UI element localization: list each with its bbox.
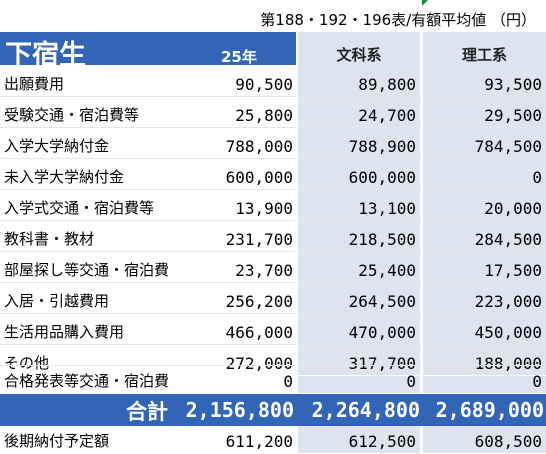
row-label: 部屋探し等交通・宿泊費 [4,261,170,279]
cell-col-2: 788,000 [225,137,293,156]
row-divider [0,96,546,97]
cell-col-4: 0 [532,372,542,391]
row-label: その他 [4,354,50,372]
row-label: 教科書・教材 [4,230,95,248]
cell-col-3: 25,400 [358,261,416,280]
row-divider [0,220,546,221]
cell-col-4: 0 [532,168,542,187]
table-row[interactable]: 入学大学納付金 788,000 788,900 784,500 [0,127,546,159]
table-row[interactable]: 入学式交通・宿泊費等 13,900 13,100 20,000 [0,189,546,221]
row-label: 未入学大学納付金 [4,168,125,186]
cell-col-3: 0 [406,372,416,391]
cell-col-2: 600,000 [225,168,293,187]
column-4-background [423,32,546,453]
cell-col-3: 788,900 [348,137,416,156]
total-col-2: 2,156,800 [185,398,294,422]
row-divider [0,344,546,345]
header-cell-title[interactable]: 下宿生 [0,32,172,71]
cell-col-3: 600,000 [348,168,416,187]
cell-col-3: 89,800 [358,75,416,94]
row-divider [0,251,546,252]
cell-col-3: 264,500 [348,292,416,311]
table-row[interactable]: 受験交通・宿泊費等 25,800 24,700 29,500 [0,96,546,128]
cell-col-4: 608,500 [474,432,542,451]
row-divider [0,189,546,190]
total-label: 合計 [126,400,168,424]
cell-col-2: 25,800 [235,106,293,125]
cell-col-4: 223,000 [474,292,542,311]
cell-col-2: 0 [283,372,293,391]
cell-col-4: 450,000 [474,323,542,342]
comment-indicator-icon[interactable] [422,0,428,6]
cell-col-2: 90,500 [235,75,293,94]
table-row[interactable]: その他 272,000 317,700 188,000 [0,344,546,376]
header-label-col-3: 文科系 [336,46,382,64]
table-caption-area: 第188・192・196表/有額平均値 （円） [0,0,546,32]
total-col-3: 2,264,800 [311,398,420,422]
column-divider [296,32,298,453]
cell-col-4: 784,500 [474,137,542,156]
cell-col-2: 256,200 [225,292,293,311]
cell-col-2: 466,000 [225,323,293,342]
cell-col-3: 317,700 [348,354,416,373]
row-label: 後期納付予定額 [4,432,110,450]
header-cell-col-2[interactable]: 25年 [172,32,296,66]
cell-col-2: 272,000 [225,354,293,373]
table-row[interactable]: 部屋探し等交通・宿泊費 23,700 25,400 17,500 [0,251,546,283]
row-divider [0,127,546,128]
row-label: 生活用品購入費用 [4,323,125,341]
cell-col-4: 93,500 [484,75,542,94]
table-row[interactable]: 入居・引越費用 256,200 264,500 223,000 [0,282,546,314]
header-cell-col-4[interactable]: 理工系 [423,32,546,65]
row-label: 入居・引越費用 [4,292,110,310]
total-col-4: 2,689,000 [435,398,544,422]
cell-col-3: 470,000 [348,323,416,342]
table-caption: 第188・192・196表/有額平均値 （円） [260,11,536,29]
header-label-col-4: 理工系 [461,46,507,64]
table-row[interactable]: 出願費用 90,500 89,800 93,500 [0,65,546,97]
column-3-background [298,32,420,453]
cell-col-4: 17,500 [484,261,542,280]
row-divider [0,158,546,159]
row-label: 受験交通・宿泊費等 [4,106,140,124]
row-label: 入学式交通・宿泊費等 [4,199,155,217]
cell-col-2: 23,700 [235,261,293,280]
table-row[interactable]: 後期納付予定額 611,200 612,500 608,500 [0,426,546,454]
cell-col-4: 20,000 [484,199,542,218]
row-divider [0,365,546,366]
cell-col-3: 24,700 [358,106,416,125]
row-label: 入学大学納付金 [4,137,110,155]
cell-col-2: 611,200 [225,432,293,451]
cell-col-2: 13,900 [235,199,293,218]
row-label: 出願費用 [4,75,65,93]
table-row[interactable]: 合格発表等交通・宿泊費 0 0 0 [0,363,546,394]
table-title: 下宿生 [5,40,86,71]
table-row[interactable]: 教科書・教材 231,700 218,500 284,500 [0,220,546,252]
row-divider [0,282,546,283]
header-label-col-2: 25年 [221,48,257,66]
column-divider [421,32,423,453]
cell-col-4: 29,500 [484,106,542,125]
header-row: 下宿生 25年 文科系 理工系 [0,32,546,71]
cell-col-3: 612,500 [348,432,416,451]
cell-col-4: 284,500 [474,230,542,249]
cell-col-3: 218,500 [348,230,416,249]
cell-col-3: 13,100 [358,199,416,218]
table-row[interactable]: 生活用品購入費用 466,000 470,000 450,000 [0,313,546,345]
table-row[interactable]: 未入学大学納付金 600,000 600,000 0 [0,158,546,190]
cell-col-2: 231,700 [225,230,293,249]
cell-col-4: 188,000 [474,354,542,373]
row-label: 合格発表等交通・宿泊費 [4,372,170,390]
total-row[interactable]: 合計 2,156,800 2,264,800 2,689,000 [0,394,546,426]
header-cell-col-3[interactable]: 文科系 [298,32,420,65]
row-divider [0,313,546,314]
